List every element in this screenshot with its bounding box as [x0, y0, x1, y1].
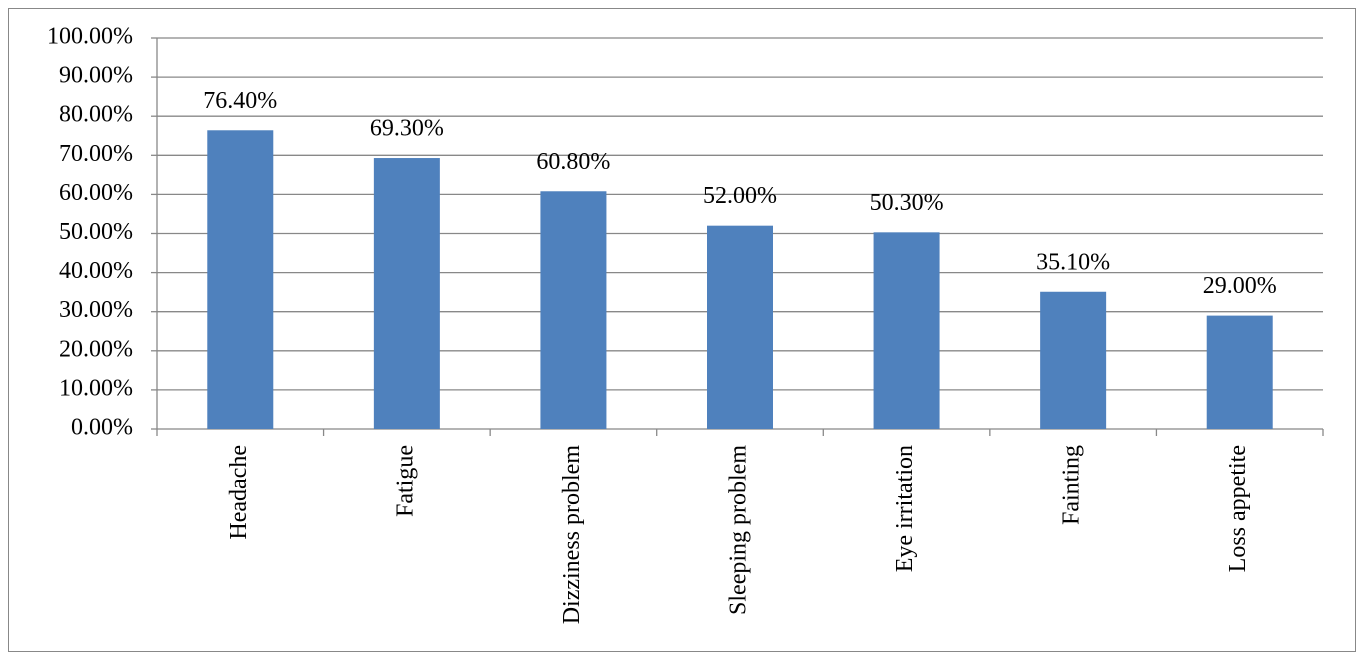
y-tick-label: 70.00% [59, 141, 133, 167]
x-tick-label: Eye irritation [892, 445, 918, 572]
y-tick-label: 60.00% [59, 180, 133, 206]
x-tick-label: Fatigue [392, 445, 418, 517]
x-tick-label: Loss appetite [1225, 445, 1251, 572]
x-tick-label: Sleeping problem [726, 445, 752, 615]
value-label: 60.80% [536, 149, 610, 175]
y-tick-label: 40.00% [59, 258, 133, 284]
y-tick-label: 20.00% [59, 336, 133, 362]
y-tick-label: 0.00% [71, 415, 133, 441]
value-label: 52.00% [703, 183, 777, 209]
y-tick-label: 30.00% [59, 297, 133, 323]
value-label: 69.30% [370, 116, 444, 142]
x-tick-label: Fainting [1059, 445, 1085, 525]
value-label: 50.30% [870, 190, 944, 216]
y-tick-label: 100.00% [47, 24, 133, 50]
y-tick-label: 10.00% [59, 375, 133, 401]
value-label: 35.10% [1036, 249, 1110, 275]
x-tick-label: Headache [226, 445, 252, 540]
bar [873, 232, 940, 429]
y-tick-label: 50.00% [59, 219, 133, 245]
bar [373, 158, 440, 430]
bar [707, 225, 773, 429]
bar [540, 191, 607, 429]
y-tick-label: 80.00% [59, 102, 133, 128]
bar [1040, 291, 1107, 429]
value-label: 76.40% [203, 88, 277, 114]
x-tick-label: Dizziness problem [559, 445, 585, 625]
bar [207, 130, 274, 429]
y-tick-label: 90.00% [59, 63, 133, 89]
bar [1206, 315, 1273, 429]
value-label: 29.00% [1203, 273, 1277, 299]
